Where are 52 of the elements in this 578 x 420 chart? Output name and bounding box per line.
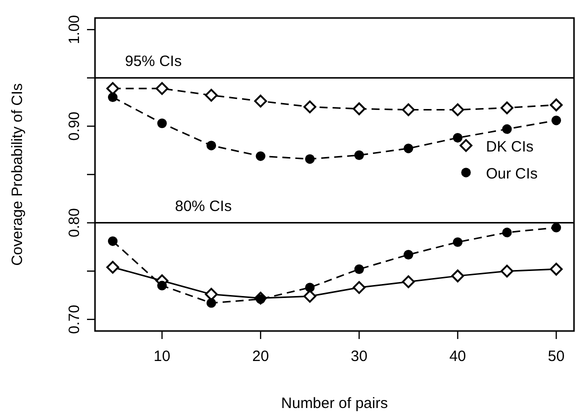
point — [452, 132, 462, 143]
point — [502, 228, 512, 238]
x-tick-label: 20 — [252, 348, 269, 365]
point — [352, 102, 366, 116]
point — [402, 103, 415, 116]
x-axis-title: Number of pairs — [281, 395, 388, 412]
point — [204, 288, 218, 301]
point — [452, 237, 462, 247]
point — [500, 101, 514, 114]
point — [108, 92, 118, 102]
point — [206, 298, 216, 308]
point — [354, 264, 364, 274]
point — [500, 264, 514, 278]
x-tick-label: 40 — [449, 348, 466, 365]
point — [157, 118, 167, 128]
y-tick-label: 0.70 — [66, 304, 83, 334]
point — [502, 124, 512, 134]
point — [352, 281, 366, 294]
point — [451, 103, 464, 116]
point — [303, 290, 316, 303]
point — [156, 82, 168, 95]
x-tick-label: 30 — [350, 348, 368, 365]
point — [551, 222, 562, 232]
legend-label: DK CIs — [486, 138, 534, 156]
ref-line-label: 80% CIs — [175, 198, 232, 215]
point — [108, 236, 118, 246]
point — [305, 154, 315, 164]
point — [157, 280, 167, 290]
point — [305, 282, 315, 292]
point — [206, 140, 216, 150]
point — [550, 262, 563, 276]
point — [204, 88, 218, 102]
point — [404, 250, 414, 260]
point — [354, 150, 364, 160]
y-axis-title: Coverage Probability of CIs — [9, 83, 26, 266]
x-tick-label: 10 — [154, 348, 170, 365]
point — [551, 116, 562, 126]
point — [106, 260, 120, 274]
point — [256, 151, 266, 161]
point — [106, 82, 120, 95]
point — [402, 275, 415, 288]
y-tick-label: 0.80 — [66, 208, 83, 238]
point — [404, 144, 414, 154]
y-tick-label: 0.90 — [66, 112, 83, 141]
point — [303, 100, 316, 114]
point — [254, 94, 267, 108]
point — [451, 270, 464, 282]
ref-line-label: 95% CIs — [125, 52, 182, 70]
y-tick-label: 1.00 — [66, 14, 83, 44]
legend-label: Our CIs — [486, 166, 538, 183]
x-tick-label: 50 — [548, 348, 565, 365]
point — [550, 98, 563, 112]
